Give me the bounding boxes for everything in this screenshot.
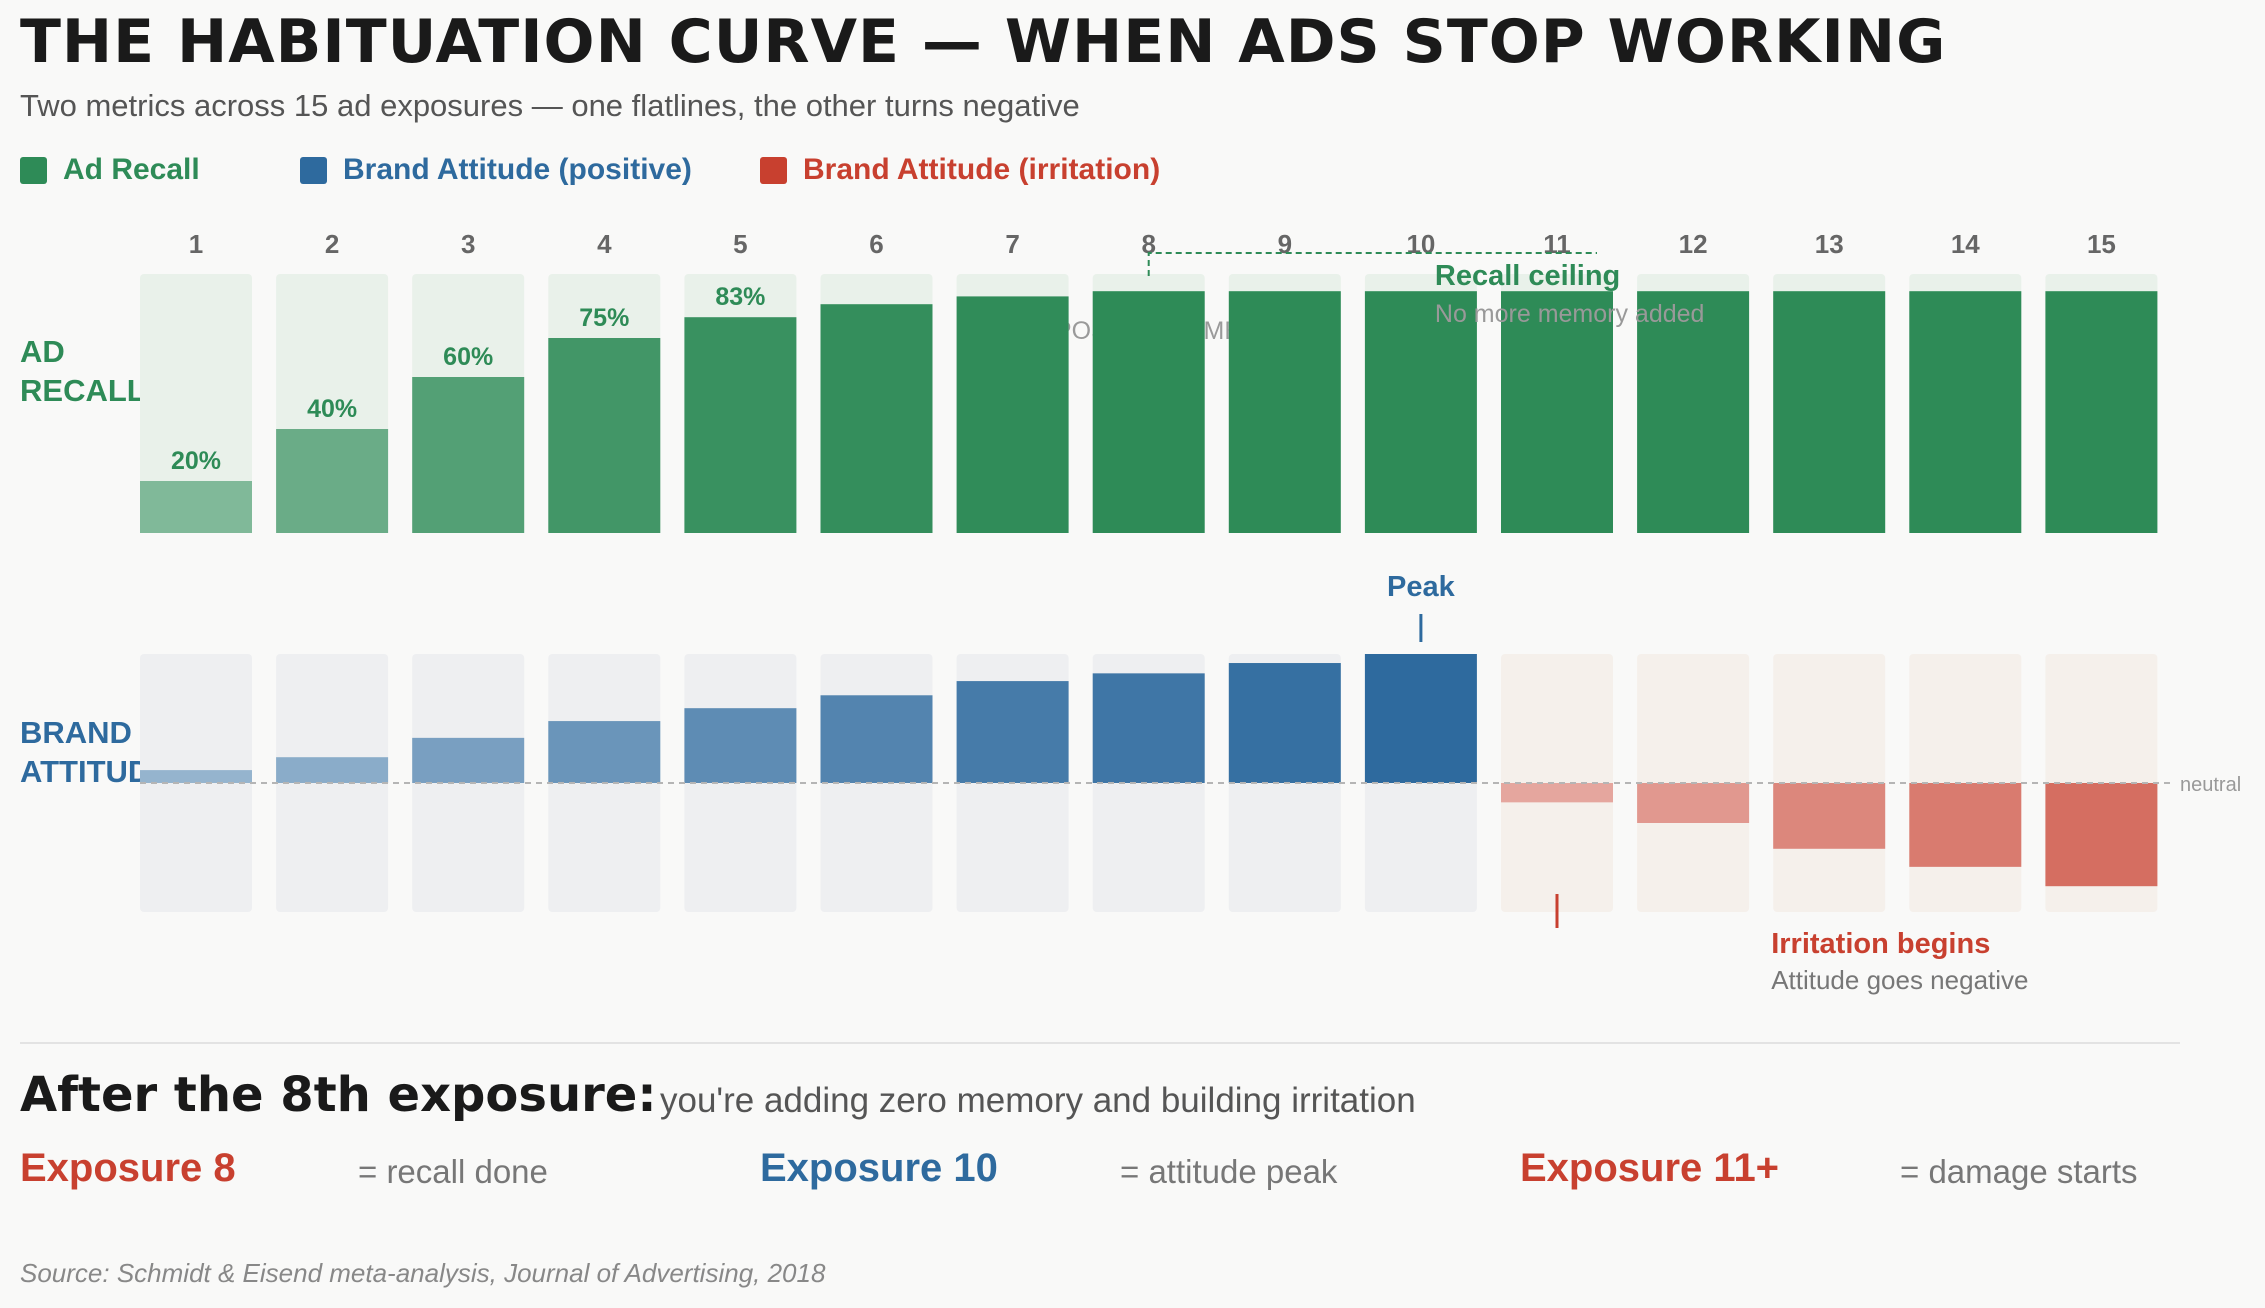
attitude-positive-bar bbox=[140, 770, 252, 783]
legend-item-attitude-irritation: Brand Attitude (irritation) bbox=[760, 150, 1160, 190]
stat-exposure-10-label: Exposure 10 bbox=[760, 1146, 998, 1190]
attitude-irritation-bar bbox=[1773, 783, 1886, 849]
attitude-positive-bar bbox=[412, 737, 525, 783]
legend-swatch-ad-recall bbox=[20, 156, 47, 184]
exposure-tick-label: 4 bbox=[597, 229, 612, 259]
section-divider bbox=[20, 1042, 2180, 1044]
recall-bar bbox=[1909, 291, 2022, 533]
stat-exposure-11-desc: = damage starts bbox=[1900, 1153, 2138, 1190]
attitude-irritation-bar bbox=[1501, 783, 1613, 803]
exposure-tick-label: 13 bbox=[1815, 229, 1844, 259]
recall-panel-label: RECALL bbox=[20, 373, 146, 408]
peak-label: Peak bbox=[1387, 571, 1456, 603]
exposure-tick-label: 14 bbox=[1951, 229, 1980, 259]
recall-bar bbox=[140, 481, 252, 533]
legend-item-attitude-positive: Brand Attitude (positive) bbox=[300, 150, 692, 190]
recall-bar bbox=[820, 304, 933, 533]
attitude-positive-bar bbox=[1228, 663, 1341, 783]
recall-data-label: 75% bbox=[579, 304, 629, 332]
stat-exposure-8-label: Exposure 8 bbox=[20, 1146, 236, 1190]
recall-bar bbox=[1228, 291, 1341, 533]
stat-exposure-11-label: Exposure 11+ bbox=[1520, 1146, 1780, 1190]
exposure-tick-label: 3 bbox=[461, 229, 475, 259]
neutral-label: neutral bbox=[2180, 774, 2241, 796]
takeaway-headline: After the 8th exposure: bbox=[20, 1067, 657, 1123]
legend-label-attitude-irritation: Brand Attitude (irritation) bbox=[803, 153, 1161, 186]
exposure-tick-label: 6 bbox=[869, 229, 883, 259]
exposure-tick-label: 15 bbox=[2087, 229, 2116, 259]
recall-data-label: 60% bbox=[443, 343, 493, 371]
recall-bar bbox=[2045, 291, 2158, 533]
attitude-positive-bar bbox=[276, 757, 389, 783]
source-note: Source: Schmidt & Eisend meta-analysis, … bbox=[20, 1258, 826, 1288]
exposure-tick-label: 10 bbox=[1406, 229, 1435, 259]
recall-bar bbox=[1637, 291, 1750, 533]
recall-bar bbox=[1501, 291, 1613, 533]
recall-bar bbox=[1773, 291, 1886, 533]
recall-ceiling-note: No more memory added bbox=[1435, 300, 1705, 328]
recall-data-label: 83% bbox=[715, 283, 765, 311]
exposure-tick-label: 1 bbox=[189, 229, 203, 259]
exposure-tick-label: 7 bbox=[1005, 229, 1019, 259]
legend-label-ad-recall: Ad Recall bbox=[63, 153, 200, 186]
recall-bar bbox=[548, 338, 661, 533]
attitude-positive-bar bbox=[820, 695, 933, 783]
recall-bar bbox=[684, 317, 797, 533]
attitude-irritation-bar bbox=[2045, 783, 2158, 887]
recall-bar bbox=[412, 377, 525, 533]
legend-item-ad-recall: Ad Recall bbox=[20, 150, 200, 190]
recall-bar bbox=[956, 296, 1069, 533]
recall-bar bbox=[1092, 291, 1205, 533]
legend-label-attitude-positive: Brand Attitude (positive) bbox=[343, 153, 692, 186]
attitude-irritation-bar bbox=[1909, 783, 2022, 867]
chart-subtitle: Two metrics across 15 ad exposures — one… bbox=[20, 88, 1080, 123]
chart-title: THE HABITUATION CURVE — WHEN ADS STOP WO… bbox=[20, 7, 1947, 77]
exposure-tick-label: 12 bbox=[1679, 229, 1708, 259]
attitude-positive-bar bbox=[1092, 673, 1205, 783]
attitude-positive-bar bbox=[956, 681, 1069, 783]
attitude-panel-label: BRAND bbox=[20, 715, 132, 750]
exposure-tick-label: 8 bbox=[1141, 229, 1155, 259]
irritation-note: Attitude goes negative bbox=[1771, 965, 2028, 995]
recall-data-label: 40% bbox=[307, 395, 357, 423]
attitude-positive-bar bbox=[1364, 654, 1477, 783]
stat-exposure-10-desc: = attitude peak bbox=[1120, 1153, 1338, 1190]
recall-track bbox=[140, 274, 252, 533]
exposure-tick-label: 11 bbox=[1543, 229, 1571, 259]
recall-data-label: 20% bbox=[171, 447, 221, 475]
recall-ceiling-bracket bbox=[1147, 252, 1597, 276]
attitude-irritation-bar bbox=[1637, 783, 1750, 823]
exposure-tick-label: 9 bbox=[1278, 229, 1292, 259]
recall-panel-label: AD bbox=[20, 334, 65, 369]
legend-swatch-attitude-positive bbox=[300, 156, 327, 184]
attitude-positive-bar bbox=[684, 708, 797, 783]
takeaway-text: you're adding zero memory and building i… bbox=[660, 1081, 1416, 1120]
recall-bar bbox=[276, 429, 389, 533]
exposure-tick-label: 2 bbox=[325, 229, 339, 259]
recall-bar bbox=[1364, 291, 1477, 533]
irritation-title: Irritation begins bbox=[1771, 928, 1990, 960]
legend-swatch-attitude-irritation bbox=[760, 156, 787, 184]
recall-ceiling-title: Recall ceiling bbox=[1435, 260, 1620, 292]
attitude-positive-bar bbox=[548, 721, 661, 783]
stat-exposure-8-desc: = recall done bbox=[358, 1153, 548, 1190]
exposure-tick-label: 5 bbox=[733, 229, 747, 259]
